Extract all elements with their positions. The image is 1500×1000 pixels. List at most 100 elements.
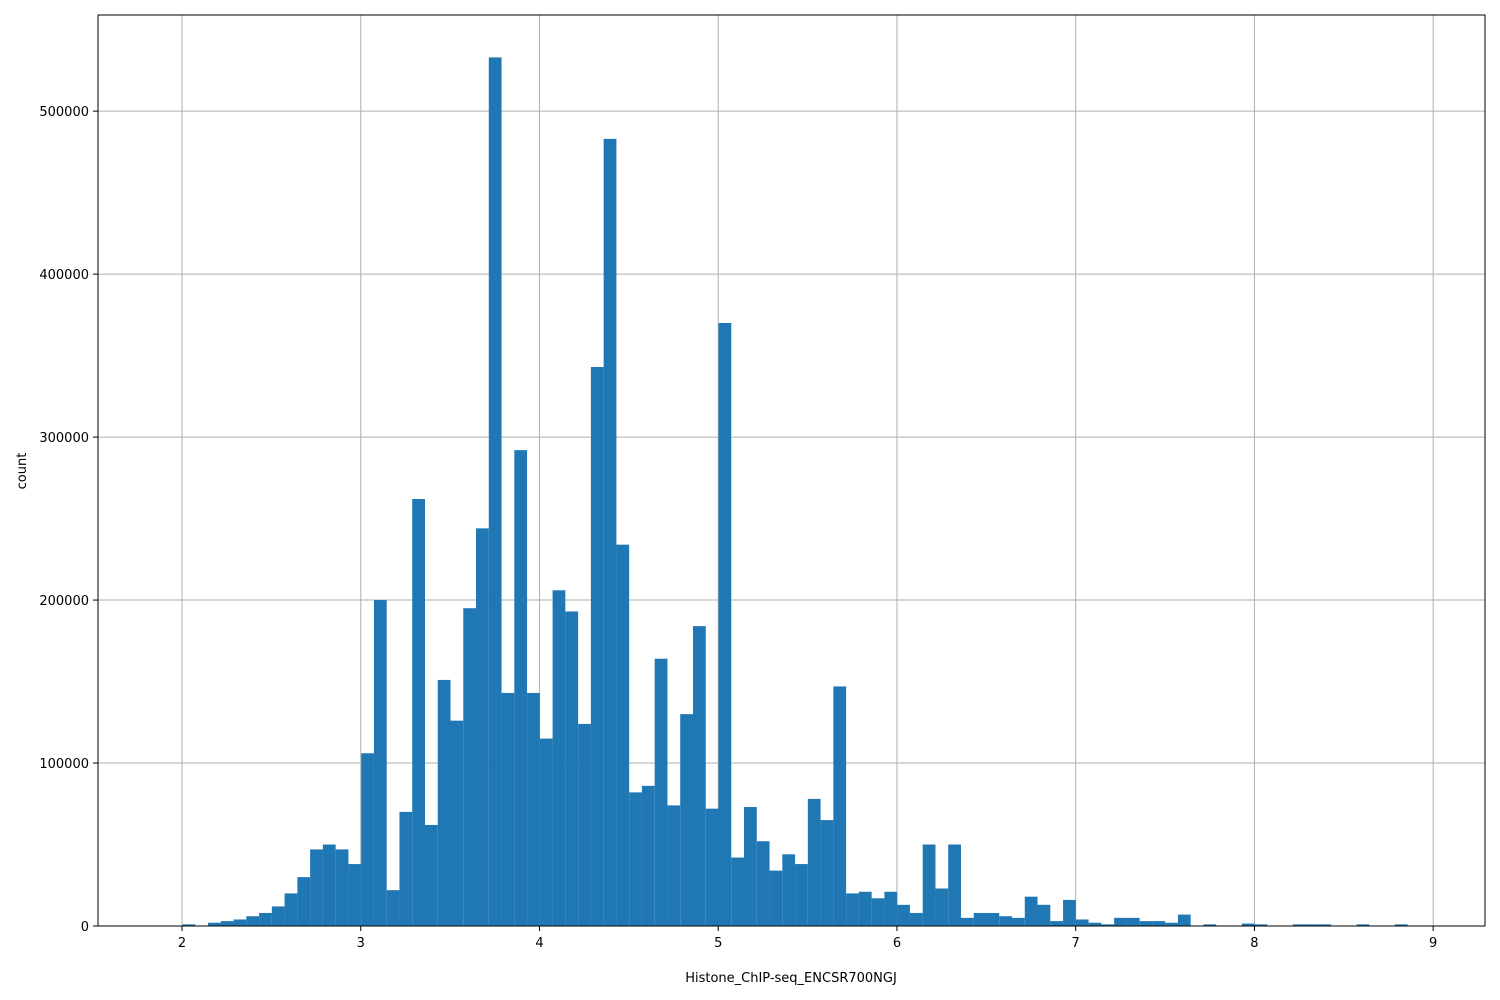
y-tick-label: 100000 (39, 757, 89, 772)
histogram-bar (246, 916, 260, 926)
histogram-bar (271, 906, 285, 926)
histogram-bar (718, 323, 732, 926)
histogram-bar (1165, 922, 1178, 926)
histogram-bar (220, 921, 234, 926)
histogram-bar (259, 912, 272, 926)
histogram-bar (437, 679, 451, 926)
histogram-bar (769, 870, 783, 926)
histogram-bar (1177, 914, 1191, 926)
x-tick-label: 2 (178, 936, 186, 951)
y-tick-label: 0 (81, 920, 89, 935)
histogram-bar (935, 888, 949, 926)
plot-frame (97, 14, 1486, 927)
histogram-bar (616, 544, 630, 926)
histogram-bar (731, 857, 745, 926)
histogram-bar (233, 919, 247, 926)
histogram-bar (297, 877, 311, 926)
histogram-bar (705, 808, 719, 926)
x-tick-label: 5 (714, 936, 722, 951)
x-tick-label: 9 (1429, 936, 1437, 951)
histogram-bar (424, 824, 438, 926)
histogram-bars (182, 57, 1408, 927)
histogram-bar (578, 723, 591, 926)
histogram-bar (807, 798, 821, 926)
histogram-bar (782, 854, 796, 926)
histogram-bar (1139, 921, 1153, 926)
histogram-bar (897, 904, 910, 926)
histogram-bar (667, 805, 681, 926)
histogram-bar (1305, 924, 1319, 926)
histogram-bar (884, 891, 898, 926)
x-axis-ticks: 2 3 4 5 6 7 8 9 (178, 926, 1437, 951)
histogram-bar (552, 590, 566, 926)
histogram-bar (756, 841, 770, 926)
histogram-bar (1203, 924, 1217, 926)
histogram-bar (1394, 924, 1408, 926)
histogram-bar (692, 626, 706, 926)
histogram-bar (960, 917, 974, 926)
histogram-bar (833, 686, 847, 926)
y-axis-ticks: 0 100000 200000 300000 400000 500000 (39, 105, 98, 935)
histogram-bar (565, 611, 579, 926)
histogram-bar (590, 367, 604, 927)
x-tick-label: 8 (1250, 936, 1258, 951)
histogram-bar (973, 912, 987, 926)
histogram-bar (1292, 924, 1306, 926)
x-tick-label: 3 (357, 936, 365, 951)
histogram-bar (539, 738, 553, 926)
histogram-bar (182, 924, 196, 926)
histogram-bar (412, 499, 425, 926)
histogram-bar (1101, 924, 1115, 926)
histogram-bar (846, 893, 859, 926)
histogram-bar (527, 692, 540, 926)
histogram-bar (1012, 917, 1025, 926)
histogram-bar (744, 807, 757, 926)
histogram-bar (1318, 924, 1332, 926)
histogram-bar (501, 692, 515, 926)
histogram-bar (1114, 917, 1127, 926)
histogram-bar (1088, 922, 1102, 926)
x-tick-label: 4 (535, 936, 543, 951)
histogram-bar (1063, 899, 1076, 926)
histogram-bar (909, 912, 923, 926)
histogram-bar (871, 898, 885, 926)
histogram-bar (335, 849, 349, 926)
y-tick-label: 500000 (39, 105, 89, 120)
histogram-bar (820, 820, 834, 926)
histogram-bar (476, 528, 489, 926)
x-tick-label: 7 (1072, 936, 1080, 951)
histogram-bar (629, 792, 642, 926)
histogram-bar (1050, 921, 1064, 926)
histogram-bar (361, 753, 374, 926)
histogram-bar (858, 891, 872, 926)
histogram-bar (348, 864, 362, 926)
histogram-bar (922, 844, 936, 926)
histogram-bar (1037, 904, 1051, 926)
histogram-bar (310, 849, 323, 926)
grid-lines (98, 15, 1485, 927)
histogram-bar (463, 608, 477, 926)
histogram-bar (488, 57, 502, 927)
histogram-bar (680, 714, 693, 926)
histogram-bar (399, 811, 413, 926)
histogram-bar (1024, 896, 1038, 926)
x-tick-label: 6 (893, 936, 901, 951)
histogram-bar (1075, 919, 1089, 926)
histogram-bar (603, 138, 617, 927)
y-tick-label: 400000 (39, 268, 89, 283)
y-tick-label: 200000 (39, 594, 89, 609)
histogram-bar (1126, 917, 1140, 926)
histogram-bar (1356, 924, 1370, 926)
histogram-bar (450, 720, 464, 926)
y-axis-label: count (15, 453, 30, 490)
histogram-bar (986, 912, 1000, 926)
histogram-bar (654, 658, 668, 926)
histogram-bar (795, 864, 808, 926)
histogram-bar (373, 600, 387, 926)
histogram-bar (948, 844, 961, 926)
histogram-bar (208, 922, 221, 926)
x-axis-label: Histone_ChIP-seq_ENCSR700NGJ (685, 971, 897, 986)
histogram-bar (386, 890, 400, 926)
histogram-bar (641, 785, 655, 926)
histogram-bar (1152, 921, 1166, 926)
